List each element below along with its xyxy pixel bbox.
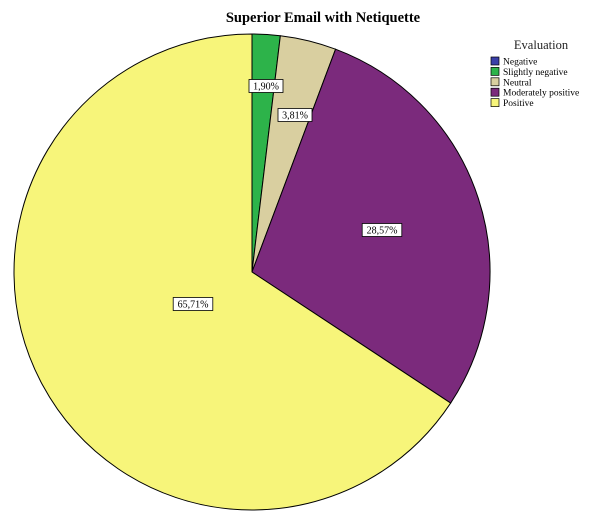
data-label-neutral: 3,81% (277, 108, 313, 122)
data-label-text: 1,90% (253, 82, 279, 93)
data-label-positive: 65,71% (172, 297, 214, 311)
legend-swatch (490, 77, 500, 87)
chart-title: Superior Email with Netiquette (226, 10, 421, 26)
data-labels: 1,90% 3,81% 28,57% 65,71% (172, 79, 403, 311)
data-label-text: 65,71% (178, 300, 209, 311)
legend-swatch (490, 67, 500, 76)
legend-label: Moderately positive (503, 89, 579, 99)
legend-swatch (490, 98, 500, 107)
pie-slice-positive (13, 33, 452, 511)
data-label-box (361, 223, 403, 237)
data-label-text: 3,81% (282, 111, 308, 122)
legend-item-positive: Positive (490, 98, 534, 109)
legend-item-negative: Negative (490, 56, 537, 68)
legend-item-slightly-negative: Slightly negative (490, 67, 568, 78)
legend-label: Slightly negative (503, 68, 568, 78)
legend-item-neutral: Neutral (490, 77, 532, 88)
data-label-text: 28,57% (367, 226, 398, 237)
pie-slices (13, 33, 491, 511)
legend-item-moderately-positive: Moderately positive (490, 87, 579, 99)
legend-swatch (490, 87, 500, 97)
data-label-box (277, 108, 313, 122)
legend-label: Positive (503, 99, 534, 109)
data-label-moderately-positive: 28,57% (361, 223, 403, 237)
data-label-slightly-negative: 1,90% (248, 79, 284, 93)
legend-swatch (490, 56, 500, 66)
legend-label: Negative (503, 58, 537, 68)
legend-title: Evaluation (514, 38, 569, 52)
data-label-box (172, 297, 214, 311)
legend-label: Neutral (503, 78, 532, 88)
data-label-box (248, 79, 284, 93)
